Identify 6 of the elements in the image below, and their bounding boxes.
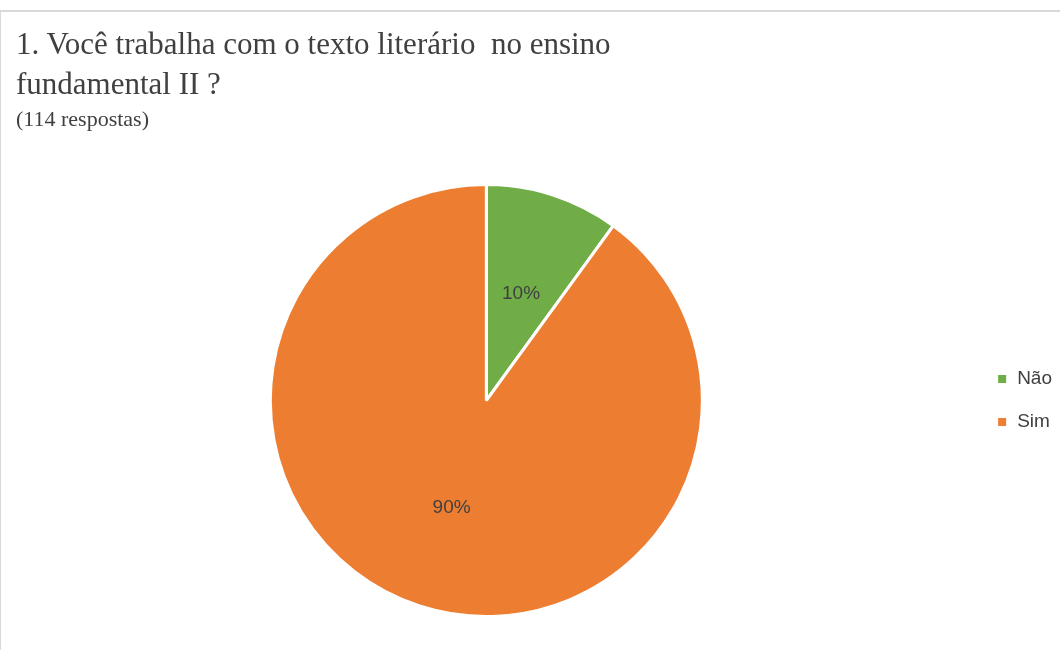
text: (114 respostas): [16, 106, 149, 132]
legend-label: Não: [1017, 367, 1052, 389]
data-label: 90%: [432, 495, 471, 517]
chart-title: 1. Você trabalha com o texto literário no ensino fundamental II ?: [16, 25, 612, 103]
data-label: 10%: [502, 281, 541, 303]
legend-label: Sim: [1017, 410, 1050, 432]
